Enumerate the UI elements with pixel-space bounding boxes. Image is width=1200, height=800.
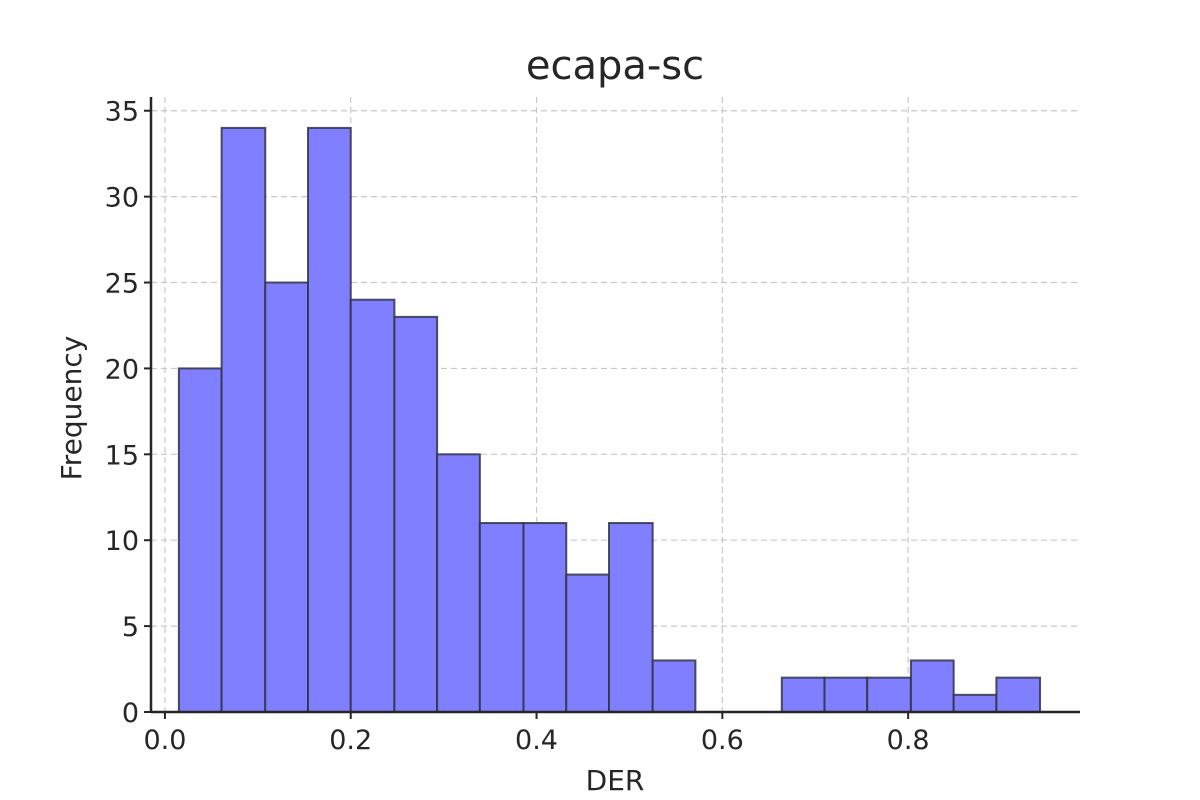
histogram-bar [177,367,223,713]
x-axis-title: DER [586,764,645,797]
ticks-layer: 0.0 0.2 0.4 0.6 0.8 0 5 10 15 20 25 30 35 [105,97,930,756]
histogram-bar [909,659,955,713]
bars-layer [177,126,1042,713]
histogram-bar [780,676,826,713]
histogram-bar [393,315,439,713]
histogram-bar [436,453,481,713]
histogram-bar [220,126,267,713]
x-tick-label: 0.0 [143,725,186,756]
histogram-bar [264,281,310,713]
y-tick-label: 15 [105,440,139,471]
histogram-bar [866,676,912,713]
histogram-bar [823,676,869,713]
y-tick-label: 25 [105,269,139,300]
histogram-bar [522,522,568,713]
y-axis-title: Frequency [55,336,88,481]
axes-layer [149,97,1080,714]
x-tick-label: 0.8 [887,725,930,756]
chart-title: ecapa-sc [526,43,704,89]
histogram-bar [952,693,998,713]
y-tick-label: 5 [122,612,139,643]
x-tick-label: 0.2 [329,725,372,756]
x-tick-label: 0.6 [701,725,744,756]
y-tick-label: 10 [105,526,139,557]
histogram-bar [307,126,352,713]
y-tick-label: 30 [105,183,139,214]
histogram-bar [607,522,654,713]
y-tick-label: 20 [105,354,139,385]
histogram-bar [565,573,610,713]
histogram-bar [995,676,1042,713]
x-tick-label: 0.4 [515,725,558,756]
y-tick-label: 0 [122,698,139,729]
histogram-bar [349,298,396,713]
y-tick-label: 35 [105,97,139,128]
histogram-bar [478,522,525,713]
histogram-bar [651,659,697,713]
